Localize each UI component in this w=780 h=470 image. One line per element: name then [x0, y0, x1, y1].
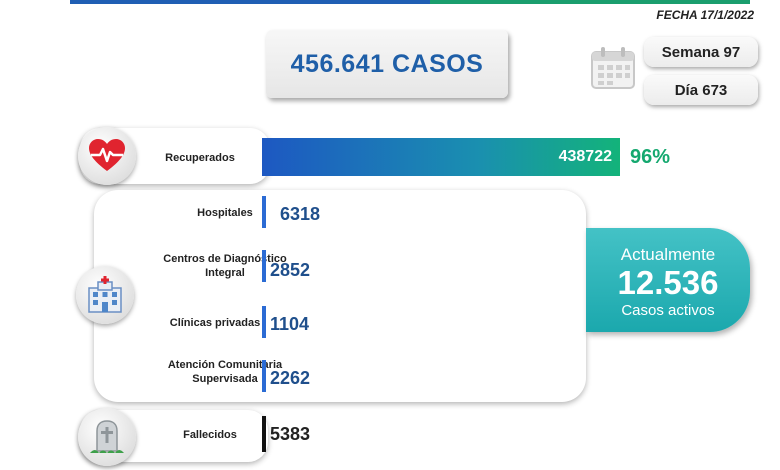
day-badge: Día 673 — [644, 75, 758, 105]
hospitals-tick — [262, 196, 266, 228]
active-cases-value: 12.536 — [617, 264, 719, 301]
deceased-value: 5383 — [270, 424, 311, 444]
recovered-bar — [262, 138, 620, 176]
top-accent-bar-blue — [70, 0, 430, 4]
recovered-percent: 96% — [630, 146, 671, 168]
recovered-value: 438722 — [558, 148, 612, 165]
active-cases-subtitle: Casos activos — [621, 302, 715, 319]
deceased-label: Fallecidos — [183, 429, 237, 441]
hospitalized-card — [94, 190, 586, 402]
cdi-value: 2852 — [270, 260, 311, 280]
total-cases-box: 456.641 CASOS — [266, 30, 508, 98]
hospitals-label: Hospitales — [197, 207, 253, 219]
active-cases-title: Actualmente — [620, 245, 716, 264]
heart-pulse-icon — [78, 127, 136, 185]
week-badge: Semana 97 — [644, 37, 758, 67]
recovered-label: Recuperados — [165, 152, 235, 164]
hospital-icon — [76, 266, 134, 324]
date-label: FECHA 17/1/2022 — [656, 8, 754, 22]
private-clinics-label: Clínicas privadas — [169, 317, 261, 329]
active-cases-box — [586, 228, 750, 332]
calendar-icon — [590, 46, 636, 90]
community-care-tick — [262, 360, 266, 392]
private-clinics-tick — [262, 306, 266, 338]
cdi-tick — [262, 250, 266, 282]
tombstone-icon — [78, 408, 136, 466]
private-clinics-value: 1104 — [270, 314, 310, 334]
community-care-value: 2262 — [270, 368, 311, 388]
community-care-label: Atención Comunitaria Supervisada — [167, 359, 283, 385]
hospitals-value: 6318 — [280, 204, 321, 224]
cdi-label: Centros de Diagnóstico Integral — [163, 253, 287, 279]
deceased-tick — [262, 416, 266, 452]
